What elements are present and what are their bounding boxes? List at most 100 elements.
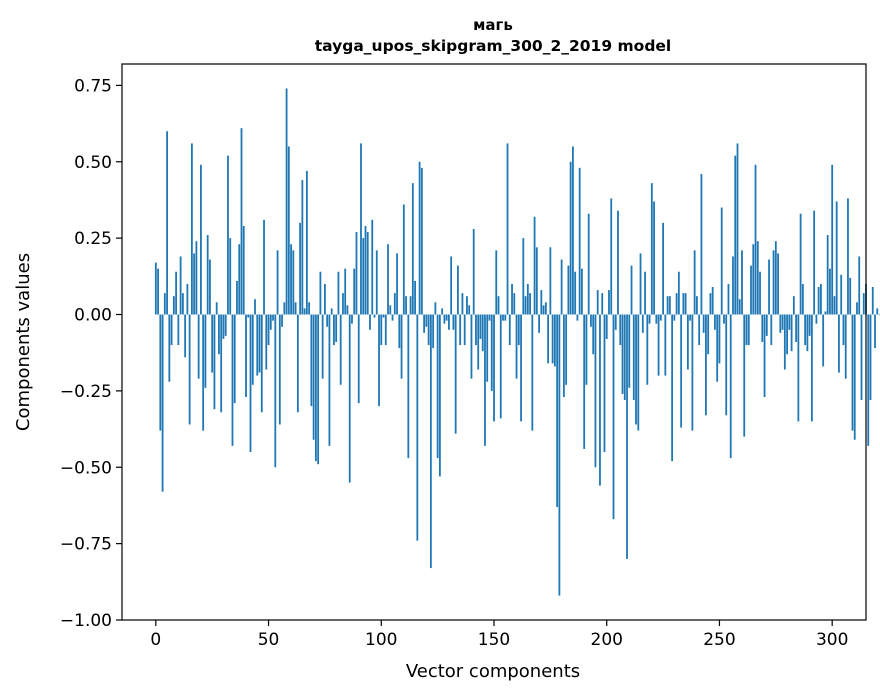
chart-subtitle: tayga_upos_skipgram_300_2_2019 model bbox=[315, 37, 672, 55]
bar-149 bbox=[490, 314, 493, 391]
bar-312 bbox=[858, 256, 861, 315]
bar-185 bbox=[572, 146, 574, 315]
bar-25 bbox=[211, 314, 214, 373]
bar-277 bbox=[779, 314, 782, 333]
x-tick-label: 0 bbox=[150, 630, 161, 650]
bar-89 bbox=[355, 232, 358, 315]
bar-121 bbox=[427, 314, 430, 346]
bar-290 bbox=[808, 314, 811, 336]
bar-280 bbox=[786, 314, 788, 355]
bar-116 bbox=[416, 314, 419, 541]
bar-188 bbox=[578, 167, 581, 315]
bar-168 bbox=[533, 216, 536, 315]
bar-214 bbox=[637, 314, 640, 431]
bar-0 bbox=[154, 262, 157, 315]
bar-45 bbox=[256, 314, 259, 376]
bar-289 bbox=[806, 314, 809, 352]
bar-184 bbox=[569, 161, 572, 315]
bar-65 bbox=[301, 180, 304, 315]
bar-114 bbox=[411, 183, 414, 315]
bar-106 bbox=[393, 293, 396, 315]
x-tick-label: 200 bbox=[591, 630, 623, 650]
bar-295 bbox=[820, 283, 822, 315]
bar-29 bbox=[220, 314, 223, 413]
bar-142 bbox=[475, 314, 477, 346]
bar-169 bbox=[535, 247, 538, 315]
bar-282 bbox=[790, 314, 793, 352]
bar-178 bbox=[556, 314, 559, 507]
x-tick-label: 50 bbox=[258, 630, 280, 650]
bar-268 bbox=[759, 271, 761, 315]
bar-19 bbox=[197, 314, 200, 379]
bar-234 bbox=[682, 293, 685, 315]
bar-157 bbox=[508, 314, 511, 346]
bar-317 bbox=[869, 314, 872, 401]
bar-39 bbox=[242, 225, 245, 315]
x-tick-label: 150 bbox=[478, 630, 510, 650]
bar-13 bbox=[184, 314, 187, 358]
bar-170 bbox=[538, 314, 540, 333]
bar-94 bbox=[366, 232, 369, 315]
bar-6 bbox=[168, 314, 171, 382]
bar-16 bbox=[190, 143, 193, 315]
bar-91 bbox=[360, 143, 362, 315]
bar-37 bbox=[238, 244, 241, 315]
bar-113 bbox=[409, 296, 412, 315]
bar-183 bbox=[567, 265, 570, 315]
bar-145 bbox=[481, 314, 484, 352]
bar-239 bbox=[693, 250, 696, 315]
bar-58 bbox=[285, 88, 288, 315]
bar-171 bbox=[540, 290, 543, 315]
bar-17 bbox=[193, 253, 196, 315]
bar-204 bbox=[614, 314, 617, 330]
bar-255 bbox=[729, 314, 732, 459]
bar-133 bbox=[454, 314, 457, 434]
bar-164 bbox=[524, 296, 527, 315]
bar-304 bbox=[840, 274, 843, 315]
bar-118 bbox=[420, 167, 423, 315]
chart-title: магь bbox=[473, 16, 513, 34]
bar-143 bbox=[477, 314, 480, 370]
y-tick-label: 0.75 bbox=[74, 76, 112, 96]
y-tick-label: 0.00 bbox=[74, 306, 112, 326]
bar-225 bbox=[662, 222, 664, 315]
x-tick-label: 100 bbox=[365, 630, 397, 650]
bar-195 bbox=[594, 314, 597, 468]
bar-23 bbox=[206, 235, 209, 315]
bar-229 bbox=[671, 314, 674, 462]
bar-217 bbox=[644, 271, 646, 315]
bar-81 bbox=[337, 271, 340, 315]
bar-206 bbox=[619, 314, 622, 346]
bar-156 bbox=[506, 143, 509, 315]
bar-298 bbox=[826, 235, 829, 315]
x-tick-label: 300 bbox=[816, 630, 848, 650]
bar-111 bbox=[405, 296, 407, 315]
bar-139 bbox=[468, 305, 471, 315]
bar-71 bbox=[314, 314, 317, 462]
bar-132 bbox=[452, 314, 455, 330]
bar-125 bbox=[436, 314, 439, 459]
bar-248 bbox=[714, 314, 716, 330]
bar-77 bbox=[328, 314, 331, 446]
bar-279 bbox=[783, 314, 786, 370]
bar-273 bbox=[770, 314, 773, 346]
bar-107 bbox=[396, 253, 398, 315]
bar-150 bbox=[493, 314, 495, 422]
bar-281 bbox=[788, 314, 791, 330]
bar-302 bbox=[835, 201, 838, 315]
bar-161 bbox=[517, 314, 520, 346]
bar-15 bbox=[188, 314, 191, 425]
bar-135 bbox=[459, 314, 462, 346]
bar-176 bbox=[551, 314, 554, 364]
bar-59 bbox=[287, 146, 290, 315]
bar-124 bbox=[434, 302, 437, 315]
bar-55 bbox=[278, 314, 281, 425]
bar-18 bbox=[195, 241, 198, 315]
bar-310 bbox=[853, 314, 856, 440]
bar-152 bbox=[497, 296, 500, 315]
bar-123 bbox=[432, 314, 435, 349]
bar-137 bbox=[463, 314, 466, 346]
bar-35 bbox=[233, 314, 236, 404]
bar-308 bbox=[849, 277, 852, 315]
bar-201 bbox=[608, 290, 610, 315]
